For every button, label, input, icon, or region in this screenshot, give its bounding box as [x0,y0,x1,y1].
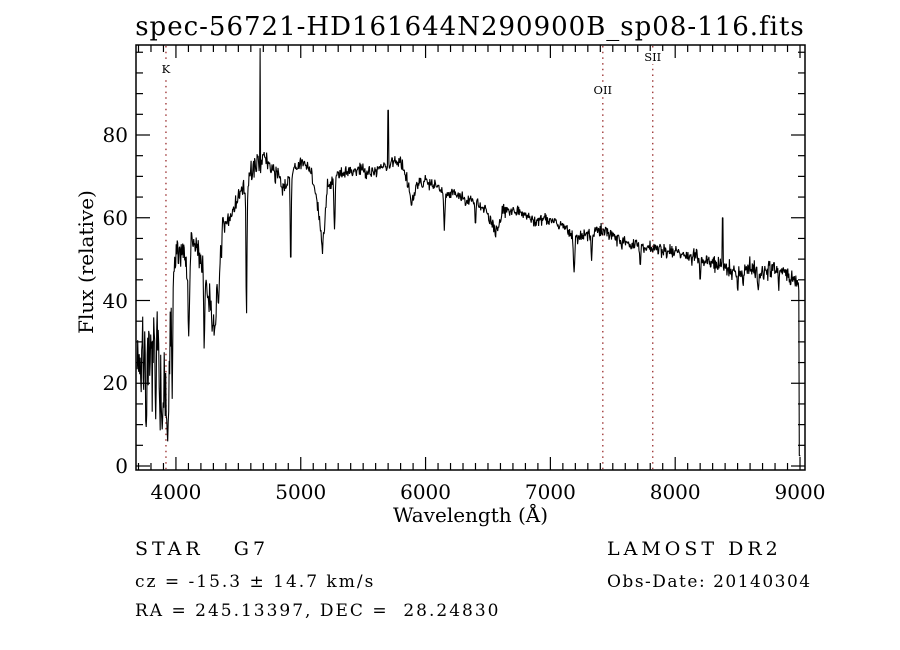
x-tick-label-9000: 9000 [774,480,826,504]
ra-dec-text: RA = 245.13397, DEC = 28.24830 [135,601,501,621]
line-label-SII: SII [642,50,664,64]
radial-velocity-text: cz = -15.3 ± 14.7 km/s [135,572,376,592]
object-class-text: STAR G7 [135,538,270,560]
x-axis-label: Wavelength (Å) [392,503,549,527]
spectrum-path [136,48,801,457]
y-tick-label-0: 0 [115,454,128,478]
plot-frame [135,44,806,471]
y-tick-label-40: 40 [102,288,128,313]
obs-date-text: Obs-Date: 20140304 [607,572,812,592]
line-label-K: K [159,62,173,76]
y-tick-label-60: 60 [102,205,128,230]
line-label-OII: OII [591,83,615,97]
x-tick-label-8000: 8000 [649,480,701,504]
x-tick-label-4000: 4000 [150,480,202,504]
survey-release-text: LAMOST DR2 [607,538,782,560]
x-tick-label-7000: 7000 [524,480,576,504]
x-tick-label-6000: 6000 [400,480,452,504]
x-tick-label-5000: 5000 [275,480,327,504]
y-tick-label-20: 20 [102,371,128,396]
y-tick-label-80: 80 [102,123,128,147]
plot-title: spec-56721-HD161644N290900B_sp08-116.fit… [135,12,805,42]
